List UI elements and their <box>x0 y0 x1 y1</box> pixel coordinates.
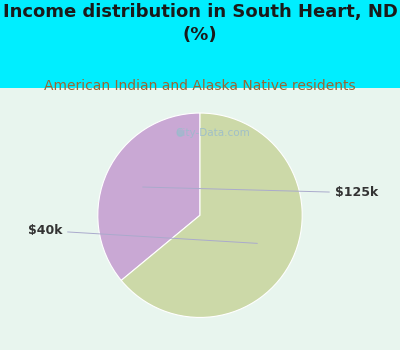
Wedge shape <box>121 113 302 317</box>
Text: Income distribution in South Heart, ND
(%): Income distribution in South Heart, ND (… <box>2 4 398 44</box>
Text: ●: ● <box>175 128 184 139</box>
Text: $125k: $125k <box>143 186 378 199</box>
Text: $40k: $40k <box>28 224 257 243</box>
Text: City-Data.com: City-Data.com <box>176 128 250 139</box>
Text: American Indian and Alaska Native residents: American Indian and Alaska Native reside… <box>44 79 356 93</box>
Wedge shape <box>98 113 200 280</box>
